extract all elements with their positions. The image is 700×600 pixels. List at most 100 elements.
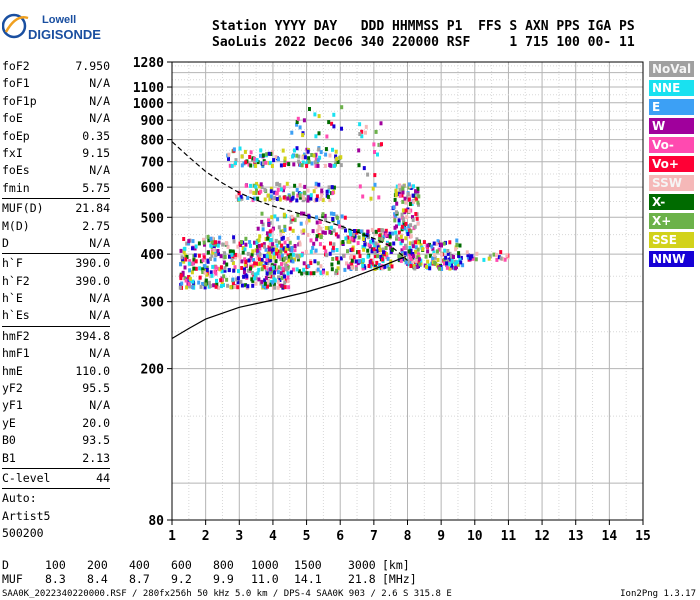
echo-point xyxy=(198,266,202,271)
echo-point xyxy=(350,236,354,241)
y-tick-label: 200 xyxy=(141,363,165,378)
echo-point xyxy=(417,252,420,257)
drow-value: 3000 xyxy=(348,558,376,572)
echo-point xyxy=(273,245,277,250)
echo-point xyxy=(263,278,267,283)
echo-point xyxy=(276,217,280,222)
echo-point xyxy=(374,229,378,234)
echo-point xyxy=(459,255,463,260)
echo-point xyxy=(230,252,234,257)
echo-point xyxy=(281,148,285,153)
echo-point xyxy=(268,270,272,275)
mrow-value: 11.0 xyxy=(251,572,279,586)
echo-point xyxy=(384,246,388,250)
echo-point xyxy=(400,238,404,243)
echo-point xyxy=(265,254,269,259)
mrow-value: 21.8 xyxy=(348,572,376,586)
echo-point xyxy=(456,262,460,267)
echo-point xyxy=(275,182,279,187)
echo-point xyxy=(260,267,264,272)
echo-point xyxy=(374,254,377,259)
echo-point xyxy=(376,152,379,157)
echo-point xyxy=(390,264,394,269)
echo-point xyxy=(366,254,370,259)
echo-point xyxy=(312,271,316,276)
param-label: fxI xyxy=(2,145,23,160)
echo-point xyxy=(316,163,320,168)
echo-point xyxy=(240,240,243,244)
series-trace xyxy=(171,141,408,261)
echo-point xyxy=(187,275,191,280)
echo-point xyxy=(407,224,411,229)
legend-nne: NNE xyxy=(649,80,694,96)
echo-point xyxy=(394,191,398,196)
echo-point xyxy=(376,245,380,250)
echo-point xyxy=(244,160,248,165)
echo-point xyxy=(210,239,214,244)
echo-point xyxy=(414,240,417,245)
echo-point xyxy=(291,252,295,257)
echo-point xyxy=(205,265,209,270)
echo-point xyxy=(402,246,406,251)
echo-point xyxy=(397,254,401,259)
echo-point xyxy=(350,261,354,266)
echo-point xyxy=(352,229,356,233)
echo-point xyxy=(183,246,187,251)
echo-point xyxy=(296,257,300,262)
echo-point xyxy=(397,218,401,223)
echo-point xyxy=(314,185,318,190)
echo-point xyxy=(236,253,240,258)
echo-point xyxy=(345,261,348,266)
echo-point xyxy=(239,279,243,284)
param-value: N/A xyxy=(89,163,110,178)
echo-point xyxy=(381,228,385,233)
echo-point xyxy=(430,244,434,249)
echo-point xyxy=(445,265,449,270)
echo-point xyxy=(440,252,443,257)
param-row-yf1: yF1 N/A xyxy=(2,397,110,414)
echo-point xyxy=(411,252,415,256)
echo-point xyxy=(286,196,290,201)
echo-point xyxy=(404,221,408,226)
echo-point xyxy=(249,243,252,248)
echo-point xyxy=(448,266,452,271)
echo-point xyxy=(432,241,436,246)
echo-point xyxy=(256,245,260,249)
param-label: MUF(D) xyxy=(2,201,44,216)
echo-point xyxy=(282,185,286,190)
echo-point xyxy=(280,262,283,267)
echo-point xyxy=(384,228,388,233)
echo-point xyxy=(376,254,380,259)
echo-point xyxy=(319,270,323,275)
echo-point xyxy=(366,229,370,234)
echo-point xyxy=(416,240,420,245)
echo-point xyxy=(329,241,332,246)
echo-point xyxy=(350,265,354,270)
echo-point xyxy=(252,196,256,201)
echo-point xyxy=(386,264,390,269)
echo-point xyxy=(199,284,203,289)
echo-point xyxy=(278,254,281,259)
echo-point xyxy=(451,265,455,270)
echo-point xyxy=(191,239,195,244)
echo-point xyxy=(303,190,306,195)
param-label: foF2 xyxy=(2,59,30,73)
echo-point xyxy=(361,263,365,268)
echo-point xyxy=(297,269,301,274)
echo-point xyxy=(246,195,250,200)
echo-point xyxy=(437,247,441,252)
echo-point xyxy=(286,271,290,276)
echo-point xyxy=(306,160,309,165)
param-separator xyxy=(2,467,110,469)
echo-point xyxy=(319,264,323,269)
echo-point xyxy=(291,228,295,233)
echo-point xyxy=(358,132,362,136)
echo-point xyxy=(306,198,310,203)
echo-point xyxy=(222,274,226,279)
echo-point xyxy=(335,248,339,252)
echo-point xyxy=(264,261,268,265)
echo-point xyxy=(268,229,272,234)
echo-point xyxy=(253,240,256,245)
echo-point xyxy=(260,219,264,224)
echo-point xyxy=(319,196,323,201)
